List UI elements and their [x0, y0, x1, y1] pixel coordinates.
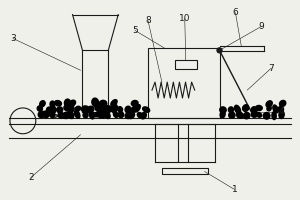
Ellipse shape	[263, 113, 270, 119]
Ellipse shape	[83, 113, 88, 118]
Circle shape	[217, 48, 222, 53]
Ellipse shape	[256, 113, 262, 117]
Text: 1: 1	[232, 185, 237, 194]
Ellipse shape	[235, 105, 241, 114]
Ellipse shape	[220, 107, 226, 113]
Ellipse shape	[256, 105, 262, 111]
Ellipse shape	[267, 106, 271, 111]
Ellipse shape	[55, 101, 62, 106]
Ellipse shape	[99, 100, 107, 107]
Ellipse shape	[64, 99, 70, 107]
Ellipse shape	[37, 106, 42, 111]
Ellipse shape	[113, 112, 118, 117]
Ellipse shape	[111, 104, 118, 113]
Ellipse shape	[280, 100, 286, 107]
Ellipse shape	[94, 112, 101, 117]
Ellipse shape	[104, 111, 110, 119]
Text: 8: 8	[145, 16, 151, 25]
Ellipse shape	[137, 113, 142, 118]
Ellipse shape	[143, 107, 150, 112]
Ellipse shape	[57, 107, 63, 113]
Ellipse shape	[130, 107, 136, 113]
Ellipse shape	[81, 106, 89, 112]
Ellipse shape	[68, 111, 74, 119]
Ellipse shape	[125, 113, 131, 119]
Ellipse shape	[95, 105, 102, 111]
Ellipse shape	[62, 112, 70, 119]
Ellipse shape	[75, 106, 81, 111]
Text: 10: 10	[179, 14, 190, 23]
Bar	[162, 168, 208, 174]
Ellipse shape	[118, 107, 122, 112]
Ellipse shape	[135, 105, 140, 112]
Ellipse shape	[236, 112, 243, 118]
Ellipse shape	[92, 98, 99, 107]
Ellipse shape	[278, 106, 284, 112]
Text: 6: 6	[232, 8, 238, 17]
Text: 2: 2	[28, 173, 34, 182]
Ellipse shape	[103, 106, 112, 113]
Ellipse shape	[125, 106, 131, 113]
Ellipse shape	[46, 107, 52, 113]
Ellipse shape	[141, 112, 146, 119]
Ellipse shape	[251, 107, 257, 113]
Ellipse shape	[88, 106, 94, 112]
Ellipse shape	[273, 105, 278, 113]
Ellipse shape	[118, 112, 124, 118]
Ellipse shape	[38, 111, 45, 118]
Ellipse shape	[58, 112, 64, 118]
Ellipse shape	[99, 105, 105, 113]
Ellipse shape	[229, 112, 235, 118]
Ellipse shape	[272, 112, 276, 120]
Text: 5: 5	[132, 26, 138, 35]
Ellipse shape	[50, 105, 56, 113]
Ellipse shape	[40, 101, 45, 107]
Ellipse shape	[243, 105, 249, 111]
Text: 4: 4	[278, 107, 284, 116]
Ellipse shape	[131, 100, 138, 106]
Ellipse shape	[98, 114, 106, 118]
Ellipse shape	[111, 100, 117, 106]
Ellipse shape	[128, 112, 134, 119]
Ellipse shape	[228, 107, 234, 113]
Bar	[148, 48, 220, 118]
Ellipse shape	[70, 106, 74, 112]
Ellipse shape	[64, 105, 71, 111]
Ellipse shape	[50, 101, 55, 107]
Ellipse shape	[266, 101, 272, 107]
Ellipse shape	[68, 100, 76, 107]
Bar	[175, 60, 197, 69]
Ellipse shape	[43, 111, 49, 118]
Ellipse shape	[279, 111, 284, 119]
Ellipse shape	[50, 111, 55, 118]
Ellipse shape	[243, 112, 250, 119]
Text: 3: 3	[10, 34, 16, 43]
Text: 7: 7	[268, 64, 274, 73]
Ellipse shape	[251, 111, 258, 117]
Ellipse shape	[89, 110, 94, 119]
Ellipse shape	[220, 111, 225, 118]
Ellipse shape	[74, 110, 80, 118]
Text: 9: 9	[258, 22, 264, 31]
